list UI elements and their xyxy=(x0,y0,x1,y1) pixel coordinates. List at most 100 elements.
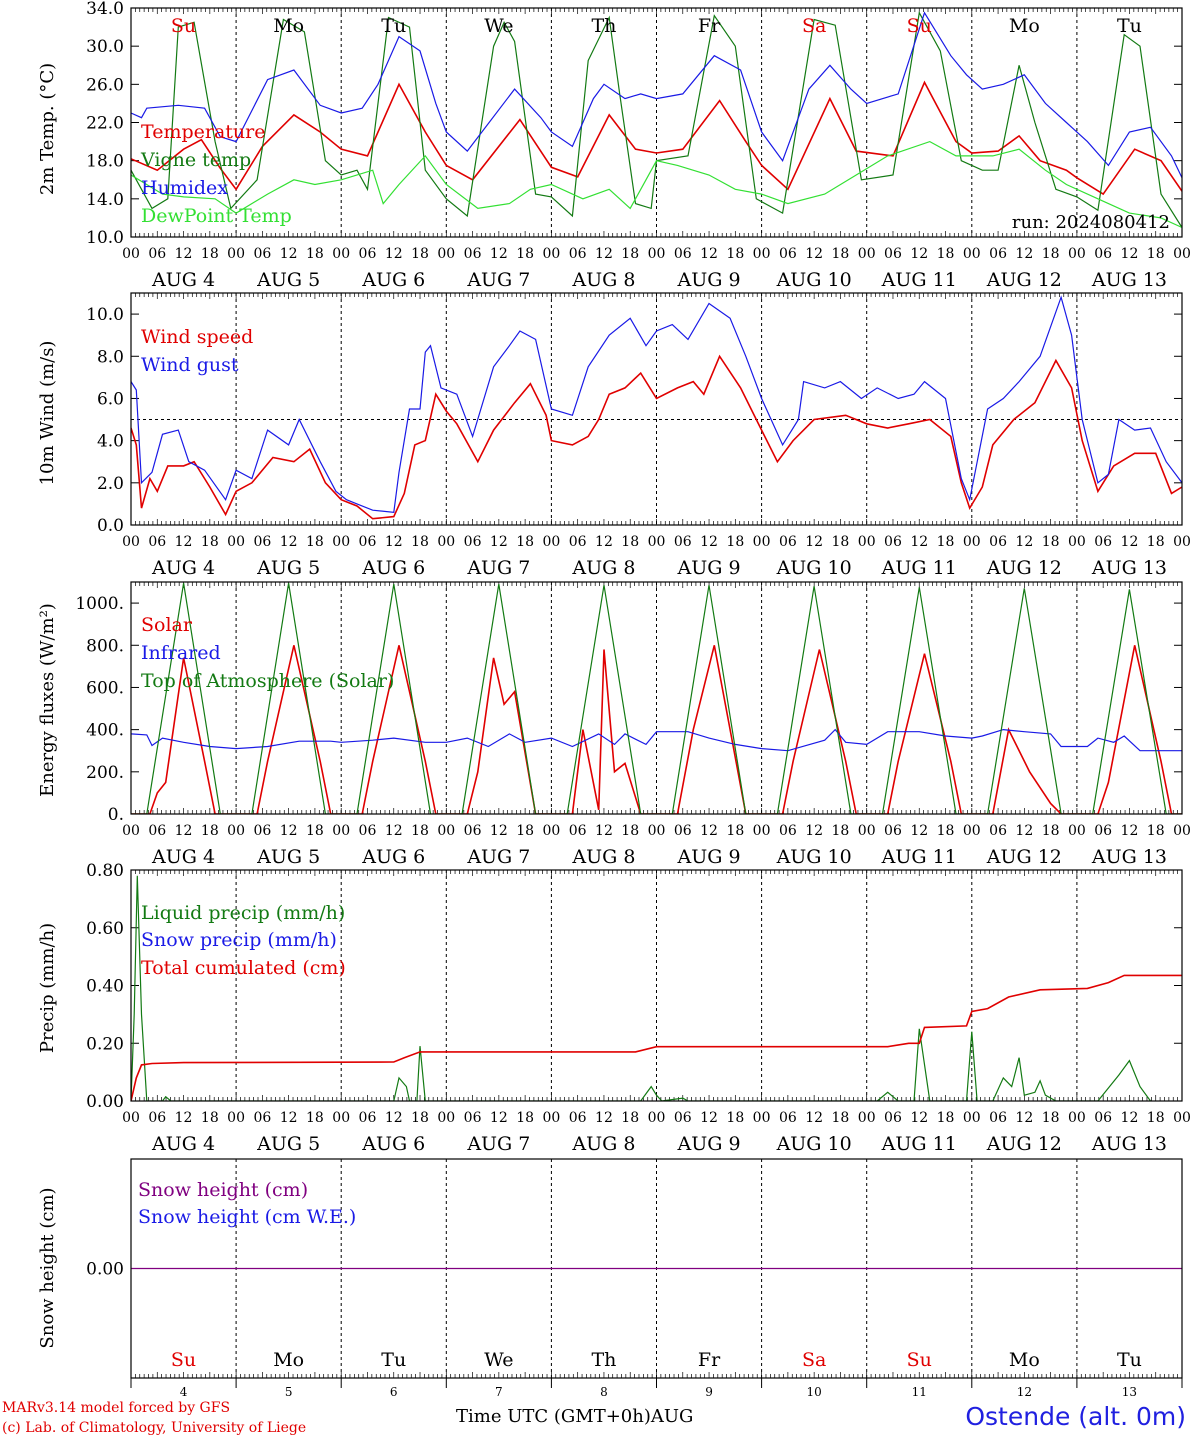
x-date-label: AUG 12 xyxy=(986,557,1062,579)
station-label: Ostende (alt. 0m) xyxy=(965,1402,1186,1431)
x-date-label: AUG 9 xyxy=(677,846,741,868)
x-date-label: AUG 12 xyxy=(986,1133,1062,1155)
series-line-solar xyxy=(131,645,1182,814)
x-hour-label: 18 xyxy=(201,823,219,839)
x-hour-label: 12 xyxy=(175,534,193,550)
x-hour-label: 12 xyxy=(910,1110,928,1126)
x-hour-label: 06 xyxy=(884,823,902,839)
run-label: run: 2024080412 xyxy=(1012,212,1170,233)
x-hour-label: 18 xyxy=(1042,534,1060,550)
x-axis-title: Time UTC (GMT+0h)AUG xyxy=(456,1406,694,1427)
x-hour-label: 00 xyxy=(1068,823,1086,839)
x-date-label: AUG 11 xyxy=(881,557,957,579)
series-line-top-of-atmosphere-solar- xyxy=(131,583,1182,814)
legend-entry: DewPoint Temp xyxy=(141,205,292,227)
x-hour-label: 00 xyxy=(753,246,771,262)
y-tick-label: 0.00 xyxy=(86,1260,124,1280)
x-hour-label: 12 xyxy=(805,1110,823,1126)
y-tick-label: 400. xyxy=(86,721,124,741)
x-hour-label: 12 xyxy=(1015,246,1033,262)
weekday-label: Su xyxy=(171,15,196,37)
x-hour-label: 12 xyxy=(1015,534,1033,550)
y-tick-label: 10.0 xyxy=(86,228,124,248)
y-axis-title: Energy fluxes (W/m²) xyxy=(37,603,58,797)
x-hour-label: 18 xyxy=(937,246,955,262)
weekday-label: Mo xyxy=(273,15,304,37)
x-hour-label: 12 xyxy=(385,1110,403,1126)
x-hour-label: 18 xyxy=(516,1110,534,1126)
day-number: 10 xyxy=(807,1385,822,1399)
x-hour-label: 12 xyxy=(910,246,928,262)
x-hour-label: 00 xyxy=(648,1110,666,1126)
x-date-label: AUG 8 xyxy=(571,846,635,868)
x-date-label: AUG 9 xyxy=(677,269,741,291)
x-date-label: AUG 7 xyxy=(466,846,530,868)
x-date-label: AUG 6 xyxy=(361,557,425,579)
series-line-wind-speed xyxy=(131,354,1182,520)
x-hour-label: 12 xyxy=(1121,246,1139,262)
legend-entry: Snow height (cm W.E.) xyxy=(138,1206,356,1228)
x-hour-label: 12 xyxy=(175,823,193,839)
x-hour-label: 18 xyxy=(1042,246,1060,262)
y-tick-label: 6.0 xyxy=(97,389,124,409)
x-hour-label: 00 xyxy=(437,534,455,550)
x-hour-label: 00 xyxy=(963,1110,981,1126)
weekday-label: Tu xyxy=(1117,15,1142,37)
x-hour-label: 00 xyxy=(122,246,140,262)
x-hour-label: 06 xyxy=(569,823,587,839)
x-hour-label: 06 xyxy=(989,534,1007,550)
day-number: 11 xyxy=(912,1385,927,1399)
x-hour-label: 18 xyxy=(306,534,324,550)
x-hour-label: 06 xyxy=(148,823,166,839)
x-date-label: AUG 10 xyxy=(776,1133,852,1155)
x-hour-label: 18 xyxy=(832,534,850,550)
x-hour-label: 12 xyxy=(595,823,613,839)
x-hour-label: 06 xyxy=(148,534,166,550)
day-number: 4 xyxy=(180,1385,188,1399)
x-date-label: AUG 5 xyxy=(256,1133,320,1155)
series-line-infrared xyxy=(131,728,1182,752)
series-line-vigne-temp xyxy=(131,10,1182,228)
x-hour-label: 12 xyxy=(595,246,613,262)
x-date-label: AUG 6 xyxy=(361,846,425,868)
x-hour-label: 12 xyxy=(280,534,298,550)
legend-entry: Snow precip (mm/h) xyxy=(141,929,337,951)
x-hour-label: 00 xyxy=(1068,1110,1086,1126)
x-hour-label: 06 xyxy=(359,823,377,839)
x-hour-label: 18 xyxy=(937,534,955,550)
x-date-label: AUG 5 xyxy=(256,846,320,868)
weekday-label: Mo xyxy=(1009,1349,1040,1371)
y-tick-label: 600. xyxy=(86,678,124,698)
y-tick-label: 8.0 xyxy=(97,347,124,367)
weekday-label: We xyxy=(484,15,513,37)
series-line-liquid-precip-mm-h- xyxy=(131,875,1151,1101)
x-hour-label: 12 xyxy=(805,534,823,550)
x-hour-label: 00 xyxy=(858,823,876,839)
x-hour-label: 00 xyxy=(1068,246,1086,262)
x-hour-label: 12 xyxy=(280,246,298,262)
panel-2: 0.0 2.0 4.0 6.0 8.0 10.0 10m Wind (m/s) Wind sp… xyxy=(37,292,1191,579)
x-date-label: AUG 4 xyxy=(151,269,215,291)
x-hour-label: 12 xyxy=(280,823,298,839)
x-date-label: AUG 8 xyxy=(571,269,635,291)
x-hour-label: 06 xyxy=(779,823,797,839)
x-hour-label: 18 xyxy=(1147,1110,1165,1126)
x-hour-label: 00 xyxy=(963,246,981,262)
y-tick-label: 14.0 xyxy=(86,190,124,210)
x-hour-label: 06 xyxy=(359,1110,377,1126)
x-hour-label: 00 xyxy=(542,1110,560,1126)
day-number: 8 xyxy=(600,1385,608,1399)
legend-entry: Wind gust xyxy=(141,354,239,376)
x-date-label: AUG 12 xyxy=(986,269,1062,291)
x-date-label: AUG 12 xyxy=(986,846,1062,868)
y-axis-title: Snow height (cm) xyxy=(37,1187,58,1348)
weekday-label: Su xyxy=(907,15,932,37)
x-hour-label: 00 xyxy=(542,823,560,839)
legend-entry: Humidex xyxy=(141,177,228,199)
x-date-label: AUG 10 xyxy=(776,846,852,868)
x-hour-label: 06 xyxy=(569,1110,587,1126)
y-tick-label: 0.00 xyxy=(86,1092,124,1112)
y-tick-label: 1000. xyxy=(75,594,124,614)
x-hour-label: 00 xyxy=(227,534,245,550)
x-date-label: AUG 6 xyxy=(361,269,425,291)
